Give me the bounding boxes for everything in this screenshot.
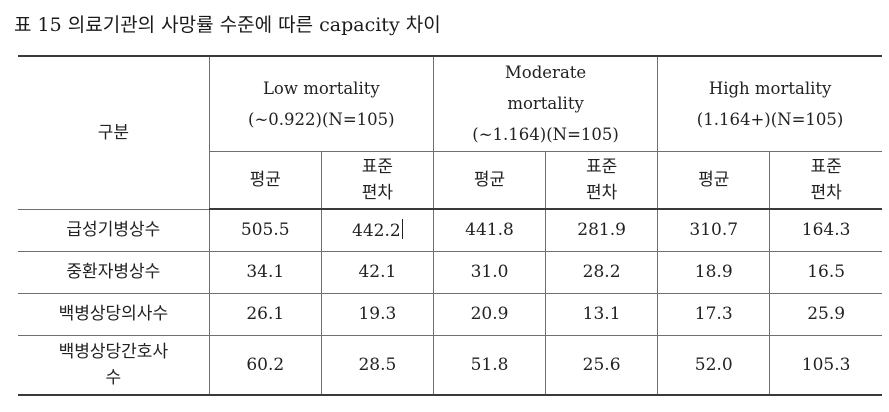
text-cursor [401,219,403,240]
table-cell: 28.5 [320,334,434,396]
table-cell: 281.9 [545,208,659,252]
table-cell: 13.1 [545,292,659,336]
row-label-text: 급성기병상수 [66,220,161,240]
row-label-text: 중환자병상수 [66,262,161,282]
table-cell: 25.6 [545,334,659,396]
table-cell: 441.8 [432,208,547,252]
row-header-cell: 구분 [18,55,210,210]
table-row: 백병상당의사수 26.1 19.3 20.9 13.1 17.3 25.9 [18,292,882,336]
table-cell: 16.5 [769,250,882,294]
stat-header-text: 표준 [810,156,842,177]
table-cell: 19.3 [320,292,434,336]
row-label: 중환자병상수 [18,250,210,294]
table-cell: 51.8 [432,334,547,396]
stat-header-mean: 평균 [432,150,547,210]
group-header-line: Low mortality [262,78,380,98]
header-row-groups: 구분 Low mortality (~0.922)(N=105) Moderat… [18,55,882,210]
stat-header-mean: 평균 [657,150,771,210]
group-header-line: High mortality [708,78,832,98]
row-label: 급성기병상수 [18,208,210,252]
stat-header-text: 표준 [585,156,618,177]
stat-header-text: 평균 [249,169,281,190]
row-label-text: 백병상당의사수 [58,304,169,324]
table-cell: 26.1 [208,292,322,336]
row-label-text: 백병상당간호사 [58,341,169,362]
group-header-high: High mortality (1.164+)(N=105) [657,55,882,152]
stat-header-text: 표준 [361,156,394,177]
stat-header-text: 평균 [698,169,730,190]
table-row: 중환자병상수 34.1 42.1 31.0 28.2 18.9 16.5 [18,250,882,294]
table-cell: 31.0 [432,250,547,294]
table-cell: 28.2 [545,250,659,294]
group-header-moderate: Moderate mortality (~1.164)(N=105) [432,55,659,152]
group-header-low: Low mortality (~0.922)(N=105) [208,55,434,152]
table-cell: 164.3 [769,208,882,252]
table-cell: 105.3 [769,334,882,396]
table-caption: 표 15 의료기관의 사망률 수준에 따른 capacity 차이 [14,14,441,36]
stat-header-text: 편차 [810,182,842,203]
table-cell: 17.3 [657,292,771,336]
table-cell: 52.0 [657,334,771,396]
group-header-line: (1.164+)(N=105) [696,109,844,129]
stat-header-text: 평균 [473,169,506,190]
table-cell: 60.2 [208,334,322,396]
table-cell: 42.1 [320,250,434,294]
capacity-table: 구분 Low mortality (~0.922)(N=105) Moderat… [18,55,882,396]
table-cell: 25.9 [769,292,882,336]
table-cell-with-cursor[interactable]: 442.2 [320,208,434,252]
row-header-label: 구분 [97,122,129,143]
row-label-text: 수 [105,367,122,388]
table-cell: 18.9 [657,250,771,294]
table-cell: 20.9 [432,292,547,336]
stat-header-text: 편차 [361,182,394,203]
table-cell: 505.5 [208,208,322,252]
table-cell: 34.1 [208,250,322,294]
group-header-line: mortality [507,94,584,114]
table-cell-text: 442.2 [352,221,401,242]
group-header-line: (~0.922)(N=105) [248,109,395,129]
table-row: 급성기병상수 505.5 442.2 441.8 281.9 310.7 164… [18,208,882,252]
group-header-line: (~1.164)(N=105) [472,125,619,145]
stat-header-text: 편차 [585,182,618,203]
table-cell: 310.7 [657,208,771,252]
row-label: 백병상당의사수 [18,292,210,336]
group-header-line: Moderate [504,63,587,83]
stat-header-mean: 평균 [208,150,322,210]
